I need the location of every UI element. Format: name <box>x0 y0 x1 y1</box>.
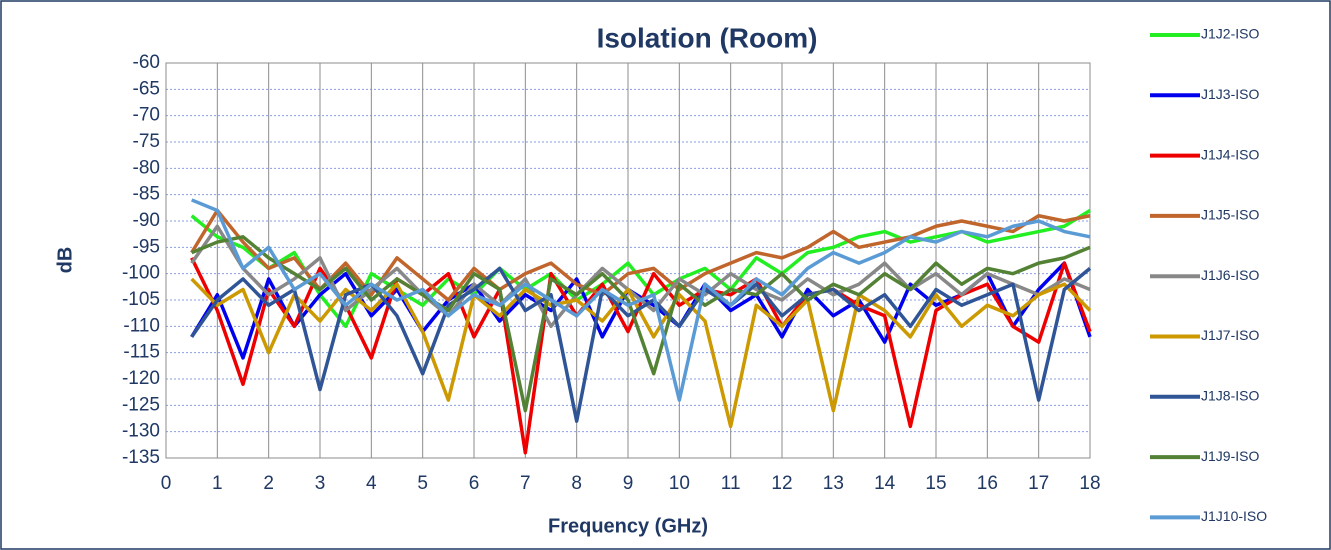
x-tick-label: 5 <box>417 473 428 494</box>
series-line <box>191 235 1091 413</box>
y-tick-label: -125 <box>122 394 160 415</box>
x-tick-label: 11 <box>721 473 741 494</box>
y-tick-label: -60 <box>133 52 160 73</box>
y-tick-label: -65 <box>133 78 160 99</box>
y-tick-label: -80 <box>133 157 160 178</box>
x-tick-label: 10 <box>669 473 690 494</box>
x-tick-label: 0 <box>161 473 172 494</box>
legend-label: J1J8-ISO <box>1201 388 1259 404</box>
y-tick-label: -70 <box>133 105 160 126</box>
x-tick-label: 13 <box>823 473 844 494</box>
series-line <box>190 261 1092 360</box>
legend-label: J1J9-ISO <box>1201 448 1259 464</box>
legend-label: J1J4-ISO <box>1201 146 1259 162</box>
y-tick-label: -130 <box>122 421 160 442</box>
legend-label: J1J10-ISO <box>1201 508 1267 524</box>
series-line <box>190 266 1092 423</box>
series-line <box>190 277 1092 429</box>
y-tick-label: -100 <box>122 263 160 284</box>
series-line <box>190 208 1091 302</box>
y-tick-label: -120 <box>122 368 160 389</box>
y-tick-label: -90 <box>133 210 160 231</box>
legend-label: J1J2-ISO <box>1201 26 1259 42</box>
x-tick-label: 15 <box>925 473 946 494</box>
x-tick-label: 4 <box>366 473 377 494</box>
legend-label: J1J3-ISO <box>1201 86 1259 102</box>
y-tick-label: -85 <box>133 184 160 205</box>
x-tick-label: 3 <box>315 473 326 494</box>
x-tick-label: 12 <box>771 473 792 494</box>
legend-label: J1J7-ISO <box>1201 327 1259 343</box>
x-tick-label: 16 <box>977 473 998 494</box>
x-tick-label: 2 <box>263 473 274 494</box>
chart-title: Isolation (Room) <box>597 22 818 53</box>
y-tick-label: -95 <box>133 236 160 257</box>
y-tick-label: -105 <box>122 289 160 310</box>
y-axis-label: dB <box>54 247 76 274</box>
x-tick-label: 18 <box>1079 473 1100 494</box>
y-tick-label: -110 <box>123 315 160 336</box>
x-tick-label: 1 <box>212 473 223 494</box>
x-tick-label: 14 <box>874 473 896 494</box>
legend-label: J1J5-ISO <box>1201 207 1259 223</box>
y-tick-label: -115 <box>123 342 160 363</box>
x-tick-label: 8 <box>571 473 582 494</box>
series-line <box>191 198 1091 402</box>
x-tick-label: 6 <box>469 473 480 494</box>
x-tick-label: 7 <box>520 473 531 494</box>
plot-border <box>165 62 1091 459</box>
x-axis-label: Frequency (GHz) <box>548 515 708 537</box>
legend-label: J1J6-ISO <box>1201 267 1259 283</box>
y-tick-label: -75 <box>133 131 160 152</box>
y-tick-label: -135 <box>122 447 160 468</box>
x-tick-label: 9 <box>623 473 634 494</box>
x-tick-label: 17 <box>1028 473 1049 494</box>
series-line <box>190 208 1091 329</box>
